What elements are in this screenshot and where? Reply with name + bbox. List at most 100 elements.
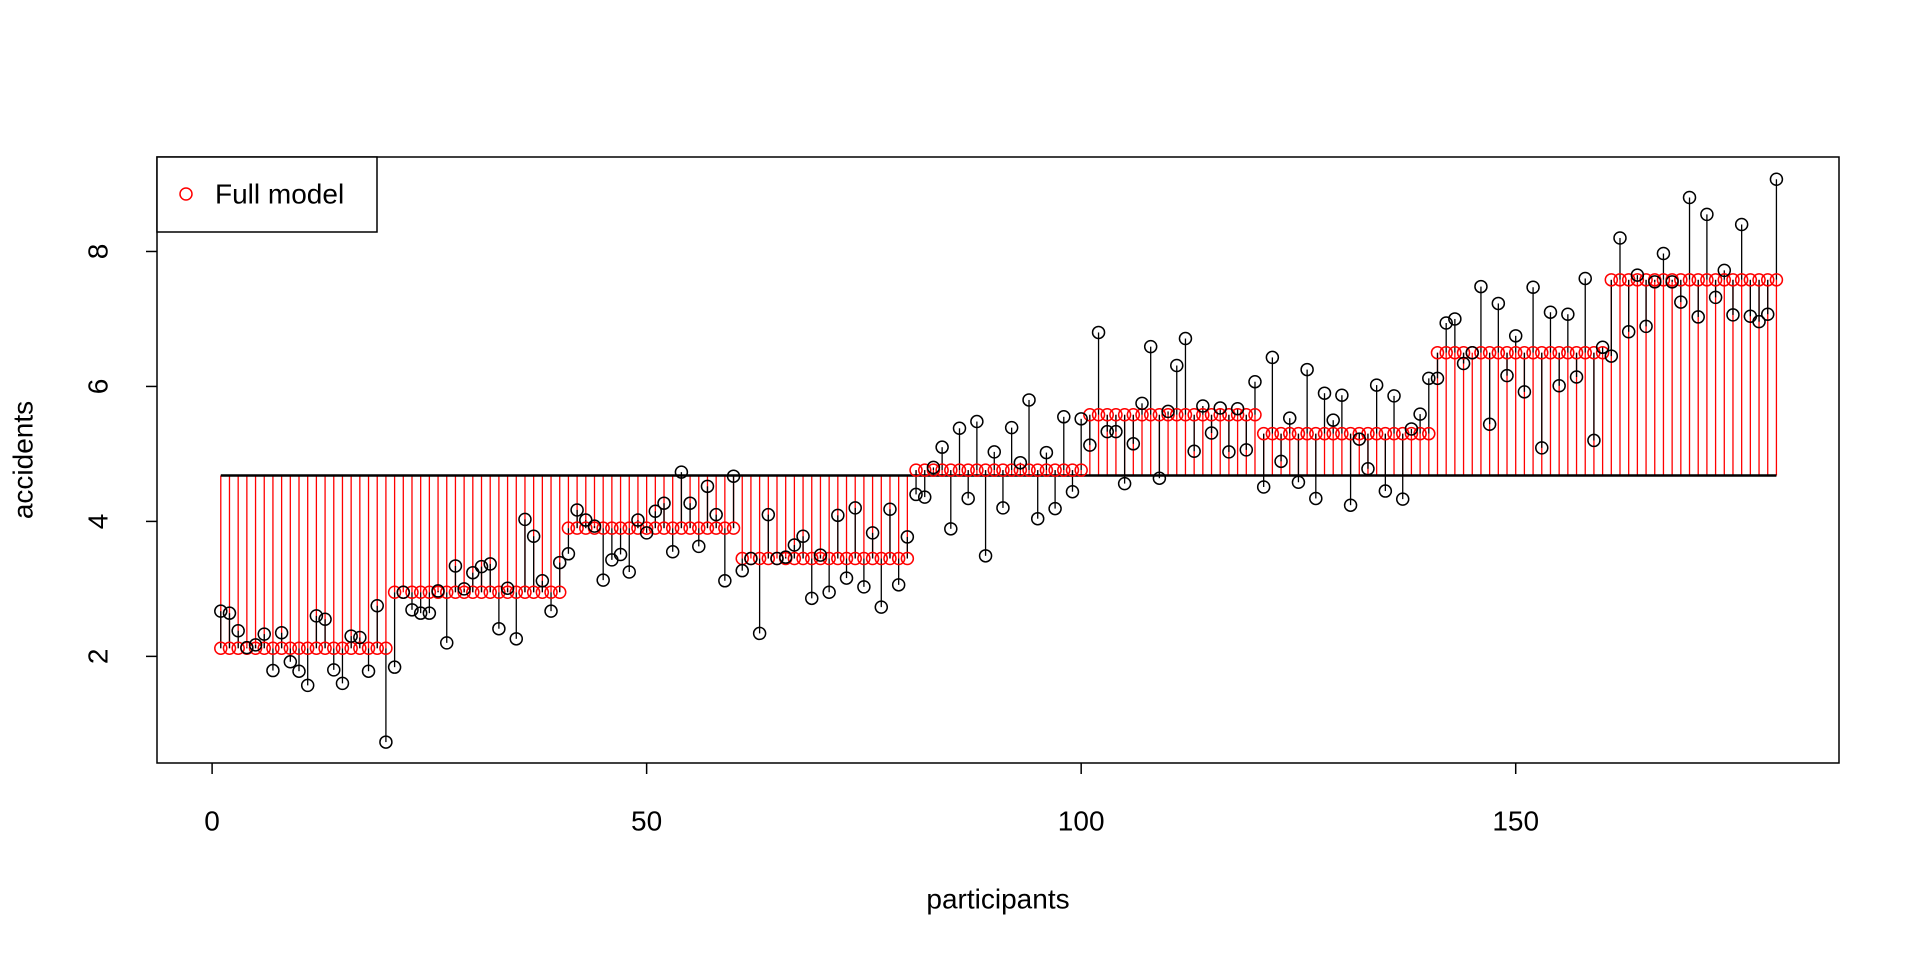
fitted-point	[1578, 345, 1592, 360]
observed-point	[570, 503, 584, 517]
observed-point	[1508, 329, 1523, 343]
fitted-point	[1274, 426, 1288, 441]
observed-point	[509, 632, 524, 646]
observed-point	[335, 676, 350, 691]
observed-point	[1674, 295, 1688, 309]
fitted-point	[917, 463, 932, 477]
observed-point	[1117, 476, 1132, 491]
fitted-point	[1656, 273, 1671, 287]
fitted-point	[544, 585, 558, 600]
observed-point	[274, 626, 289, 640]
legend-box	[156, 156, 378, 233]
observed-point	[1352, 432, 1367, 446]
observed-point	[857, 580, 871, 594]
observed-point	[883, 502, 897, 517]
y-tick-label: 8	[82, 244, 113, 260]
observed-point	[813, 548, 828, 562]
fitted-point	[231, 641, 245, 656]
fitted-point	[970, 463, 984, 477]
fitted-point	[1030, 463, 1045, 477]
fitted-point	[613, 521, 628, 535]
observed-point	[891, 578, 906, 592]
observed-point	[1369, 378, 1384, 392]
observed-point	[761, 507, 776, 522]
observed-point	[1230, 401, 1245, 416]
fitted-point	[1048, 463, 1062, 477]
observed-point	[248, 638, 263, 652]
fitted-point	[222, 641, 237, 656]
observed-point	[770, 551, 784, 566]
fitted-point	[1187, 408, 1201, 422]
observed-point	[413, 606, 428, 620]
fitted-point	[883, 551, 897, 566]
fitted-point	[1204, 408, 1219, 422]
fitted-point	[891, 551, 906, 566]
fitted-point	[813, 551, 828, 566]
fitted-point	[413, 585, 428, 600]
observed-point	[318, 612, 332, 627]
fitted-point	[1535, 345, 1549, 360]
observed-point	[240, 640, 254, 655]
legend-symbol	[179, 187, 193, 201]
observed-point	[1648, 275, 1662, 289]
observed-point	[1204, 426, 1219, 440]
fitted-point	[561, 521, 576, 535]
observed-point	[344, 629, 358, 643]
observed-point	[735, 563, 749, 578]
fitted-point	[1708, 273, 1723, 287]
fitted-point	[987, 463, 1002, 477]
observed-point	[874, 600, 889, 614]
fitted-point	[1630, 273, 1645, 287]
fitted-point	[848, 551, 862, 566]
observed-point	[1022, 393, 1036, 407]
fitted-point	[257, 641, 271, 656]
observed-point	[944, 522, 958, 536]
observed-point	[987, 445, 1002, 459]
fitted-point	[500, 585, 515, 600]
observed-point	[726, 469, 741, 483]
observed-point	[1569, 370, 1584, 384]
observed-point	[309, 609, 324, 623]
fitted-point	[865, 551, 880, 566]
fitted-point	[1309, 426, 1323, 441]
fitted-point	[439, 585, 454, 600]
observed-point	[1378, 484, 1393, 498]
fitted-point	[1100, 408, 1114, 422]
fitted-point	[683, 521, 697, 535]
fitted-point	[483, 585, 497, 600]
observed-point	[1222, 445, 1236, 459]
observed-point	[474, 559, 489, 574]
fitted-point	[309, 641, 324, 656]
fitted-point	[266, 641, 280, 656]
y-tick-label: 6	[82, 379, 113, 395]
fitted-point	[996, 463, 1010, 477]
observed-point	[1439, 316, 1453, 330]
observed-point	[1100, 424, 1114, 439]
observed-point	[1734, 217, 1749, 232]
fitted-point	[1213, 408, 1227, 422]
observed-point	[718, 574, 732, 588]
fitted-point	[300, 641, 315, 656]
fitted-point	[944, 463, 958, 477]
observed-point	[700, 479, 715, 494]
observed-point	[1500, 368, 1514, 383]
fitted-point	[1726, 273, 1740, 287]
observed-point	[926, 460, 941, 475]
observed-point	[1239, 443, 1254, 457]
observed-point	[1109, 424, 1123, 439]
fitted-point	[935, 463, 949, 477]
observed-point	[222, 606, 237, 620]
observed-point	[283, 655, 298, 669]
fitted-point	[1230, 408, 1245, 422]
observed-point	[1265, 350, 1280, 365]
fitted-point	[657, 521, 671, 535]
fitted-point	[692, 521, 706, 535]
fitted-point	[1674, 273, 1688, 287]
fitted-point	[787, 551, 802, 566]
observed-point	[405, 603, 419, 617]
observed-point	[448, 559, 463, 573]
y-axis-label: accidents	[7, 401, 38, 519]
fitted-point	[1595, 345, 1610, 360]
observed-point	[639, 526, 654, 540]
